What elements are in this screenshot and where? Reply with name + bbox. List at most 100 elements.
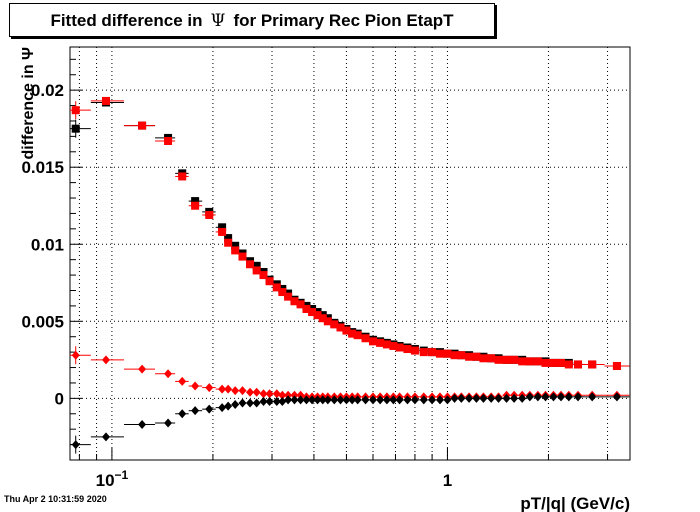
data-point <box>246 398 255 408</box>
plot-frame <box>69 46 631 461</box>
data-point <box>231 241 240 250</box>
data-point <box>224 384 233 394</box>
data-point <box>428 395 437 405</box>
data-point <box>361 334 370 343</box>
data-point <box>224 234 233 243</box>
data-point <box>191 197 200 206</box>
data-point <box>218 223 227 232</box>
data-point <box>238 252 247 261</box>
data-point <box>284 395 293 405</box>
data-point <box>323 395 332 405</box>
y-tick-label: 0 <box>55 389 64 408</box>
data-point <box>224 238 233 247</box>
data-point <box>313 395 322 405</box>
data-point <box>178 172 187 181</box>
data-point <box>564 360 573 369</box>
data-point <box>435 349 444 358</box>
data-point <box>376 338 385 347</box>
data-point <box>323 317 332 326</box>
data-point <box>252 261 261 270</box>
data-point <box>318 395 327 405</box>
data-point <box>238 398 247 408</box>
data-point <box>479 393 488 403</box>
data-point <box>318 314 327 323</box>
data-point <box>272 283 281 292</box>
data-point <box>191 381 200 391</box>
y-axis-label: difference in Ψ <box>20 47 37 160</box>
data-point <box>465 352 474 361</box>
data-point <box>450 351 459 360</box>
data-point <box>487 393 496 403</box>
data-point <box>290 390 299 400</box>
data-point <box>612 392 621 402</box>
data-point <box>164 369 173 379</box>
data-point <box>342 326 351 335</box>
data-point <box>612 361 621 370</box>
data-point <box>342 395 351 405</box>
data-point <box>419 395 428 405</box>
data-point <box>101 432 110 442</box>
data-point <box>369 337 378 346</box>
data-point <box>450 393 459 403</box>
data-point <box>382 395 391 405</box>
data-point <box>588 392 597 402</box>
data-point <box>443 395 452 405</box>
y-tick-label: 0.015 <box>21 158 64 177</box>
data-point <box>395 343 404 352</box>
data-point <box>205 210 214 219</box>
data-point <box>308 395 317 405</box>
data-point <box>71 124 80 133</box>
data-point <box>138 364 147 374</box>
data-point <box>457 393 466 403</box>
data-point <box>361 395 370 405</box>
series-3 <box>70 392 630 454</box>
data-point <box>178 409 187 419</box>
data-point <box>330 320 339 329</box>
data-point <box>231 246 240 255</box>
data-point <box>252 398 261 408</box>
data-point <box>557 358 566 367</box>
data-point <box>252 387 261 397</box>
data-point <box>71 106 80 115</box>
data-point <box>428 348 437 357</box>
x-tick-label: 1 <box>443 471 452 490</box>
data-point <box>443 349 452 358</box>
x-axis-label: pT/|q| (GeV/c) <box>520 494 630 512</box>
data-point <box>191 406 200 416</box>
data-point <box>510 393 519 403</box>
data-point <box>574 360 583 369</box>
data-point <box>272 396 281 406</box>
data-point <box>353 331 362 340</box>
data-point <box>479 354 488 363</box>
data-point <box>541 358 550 367</box>
data-point <box>218 384 227 394</box>
data-point <box>71 350 80 360</box>
data-point <box>564 392 573 402</box>
data-point <box>472 393 481 403</box>
data-point <box>238 386 247 396</box>
data-point <box>410 346 419 355</box>
data-point <box>533 392 542 402</box>
data-point <box>259 389 268 399</box>
data-point <box>502 355 511 364</box>
data-point <box>313 311 322 320</box>
data-point <box>557 392 566 402</box>
data-point <box>588 360 597 369</box>
data-point <box>265 389 274 399</box>
data-point <box>191 201 200 210</box>
data-point <box>138 420 147 430</box>
series-1 <box>70 96 630 370</box>
data-point <box>284 292 293 301</box>
data-point <box>494 355 503 364</box>
y-tick-label: 0.02 <box>31 81 64 100</box>
data-point <box>259 271 268 280</box>
data-point <box>525 392 534 402</box>
data-point <box>205 404 214 414</box>
data-point <box>336 323 345 332</box>
data-point <box>164 137 173 146</box>
y-tick-label: 0.005 <box>21 312 64 331</box>
data-point <box>510 355 519 364</box>
data-point <box>336 395 345 405</box>
axes: 0 0.005 0.01 0.015 0.02 10−1 1 <box>21 58 609 490</box>
